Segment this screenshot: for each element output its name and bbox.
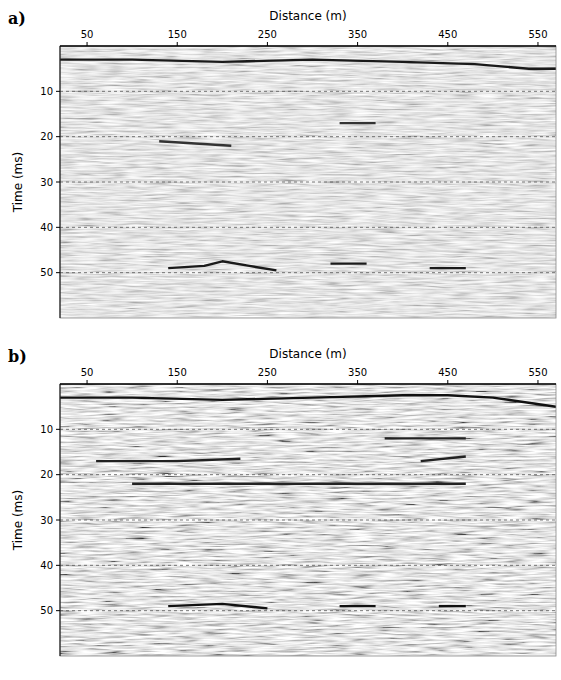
reflector [385, 437, 466, 439]
reflector [60, 395, 556, 406]
reflector [159, 141, 231, 146]
reflector [340, 605, 376, 607]
seismic-texture [60, 46, 556, 318]
reflector [439, 605, 466, 607]
x-tick-label: 50 [81, 29, 94, 40]
reflector [96, 459, 240, 461]
seismic-texture [60, 384, 556, 656]
panel: 50 150 250 350 450 550 10 20 30 40 50 Distance (m) T… [8, 9, 556, 318]
x-tick-label: 150 [168, 367, 187, 378]
reflector [331, 262, 367, 264]
y-tick-label: 50 [40, 605, 53, 616]
grid-line [60, 520, 556, 521]
reflectors [60, 395, 556, 608]
reflector [340, 122, 376, 124]
y-tick-label: 20 [40, 469, 53, 480]
figure: 50 150 250 350 450 550 10 20 30 40 50 Distance (m) T… [0, 0, 561, 680]
plot-frame [60, 384, 556, 656]
grid-line [60, 610, 556, 611]
x-tick-label: 450 [438, 367, 457, 378]
x-tick [447, 380, 448, 384]
grid-line [60, 227, 556, 228]
y-tick [56, 565, 60, 566]
y-tick-label: 30 [40, 515, 53, 526]
x-tick [177, 380, 178, 384]
x-axis-title: Distance (m) [269, 347, 346, 361]
y-tick [56, 91, 60, 92]
reflector [60, 60, 556, 69]
grid-line [60, 474, 556, 475]
x-tick-label: 450 [438, 29, 457, 40]
grid-line [60, 182, 556, 183]
y-axis-title: Time (ms) [11, 152, 25, 214]
x-tick-label: 350 [348, 29, 367, 40]
reflector [168, 604, 267, 609]
y-tick [56, 610, 60, 611]
grid-line [60, 272, 556, 273]
y-tick [56, 227, 60, 228]
y-tick-label: 10 [40, 86, 53, 97]
y-tick [56, 474, 60, 475]
x-tick-label: 550 [528, 29, 547, 40]
x-tick [357, 42, 358, 46]
y-tick-label: 20 [40, 131, 53, 142]
grid-line [60, 91, 556, 92]
x-tick-label: 150 [168, 29, 187, 40]
x-axis-line [60, 383, 556, 385]
x-tick-label: 250 [258, 29, 277, 40]
x-axis-line [60, 45, 556, 47]
panel-label: b) [8, 347, 27, 366]
grid-line [60, 136, 556, 137]
x-tick [267, 42, 268, 46]
reflector [430, 267, 466, 269]
reflector [132, 483, 466, 485]
reflector [168, 261, 276, 270]
x-tick [447, 42, 448, 46]
panel-label: a) [8, 9, 26, 28]
x-tick [537, 42, 538, 46]
x-tick-label: 50 [81, 367, 94, 378]
x-axis-title: Distance (m) [269, 9, 346, 23]
y-tick [56, 520, 60, 521]
x-tick [177, 42, 178, 46]
y-tick-label: 40 [40, 560, 53, 571]
panel: 50 150 250 350 450 550 10 20 30 40 50 Distance (m) T… [8, 347, 556, 656]
grid-line [60, 565, 556, 566]
reflectors [60, 60, 556, 271]
x-tick [267, 380, 268, 384]
y-tick-label: 50 [40, 267, 53, 278]
reflector [421, 457, 466, 462]
y-tick [56, 136, 60, 137]
y-tick-label: 40 [40, 222, 53, 233]
x-tick-label: 250 [258, 367, 277, 378]
y-tick-label: 30 [40, 177, 53, 188]
x-tick [537, 380, 538, 384]
y-tick [56, 272, 60, 273]
x-tick [357, 380, 358, 384]
y-axis-title: Time (ms) [11, 490, 25, 552]
x-tick-label: 550 [528, 367, 547, 378]
x-tick [87, 380, 88, 384]
y-tick [56, 182, 60, 183]
y-tick [56, 429, 60, 430]
x-tick-label: 350 [348, 367, 367, 378]
x-tick [87, 42, 88, 46]
plot-frame [60, 46, 556, 318]
y-tick-label: 10 [40, 424, 53, 435]
grid-line [60, 429, 556, 430]
